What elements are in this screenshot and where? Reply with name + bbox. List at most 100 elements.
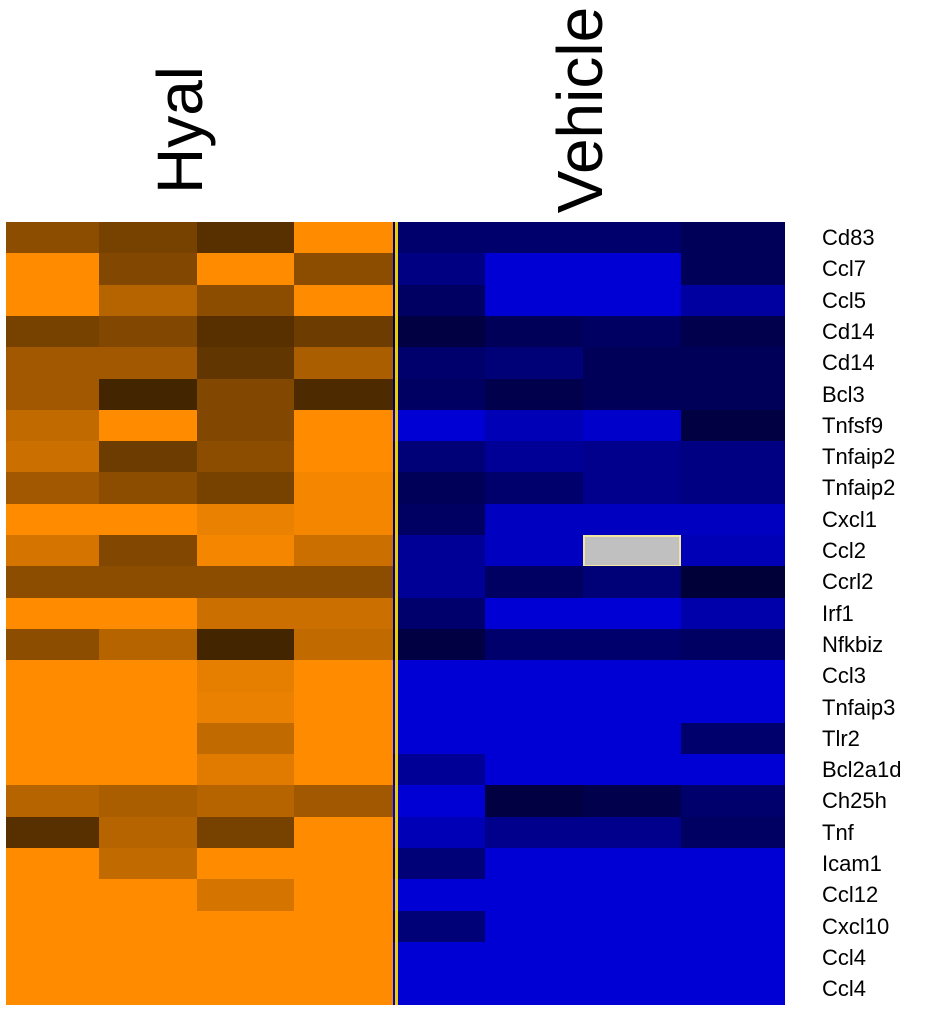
heatmap-cell-ccl7-1-6 [583, 253, 681, 286]
heatmap-cell-ch25h-18-4 [393, 785, 485, 818]
row-label-irf1: Irf1 [822, 600, 854, 626]
heatmap-cell-ccrl2-11-2 [197, 566, 294, 599]
heatmap-cell-ch25h-18-5 [485, 785, 583, 818]
heatmap-cell-nfkbiz-13-5 [485, 628, 583, 661]
heatmap-cell-bcl3-5-5 [485, 378, 583, 411]
heatmap-cell-ccl7-1-5 [485, 253, 583, 286]
heatmap-cell-cd14-4-6 [583, 347, 681, 379]
heatmap-cell-icam1-20-3 [294, 848, 393, 880]
heatmap-cell-ccl12-21-4 [393, 879, 485, 912]
row-label-cxcl1: Cxcl1 [822, 506, 878, 532]
heatmap-cell-tnfaip2-8-7 [681, 472, 785, 505]
heatmap-cell-icam1-20-4 [393, 848, 485, 880]
heatmap-cell-ch25h-18-1 [99, 785, 197, 818]
heatmap-cell-bcl2a1d-17-4 [393, 754, 485, 786]
heatmap-cell-bcl2a1d-17-7 [681, 754, 785, 786]
heatmap-cell-bcl2a1d-17-2 [197, 754, 294, 786]
heatmap-cell-tnfsf9-6-0 [6, 409, 99, 442]
heatmap-cell-cd14-4-7 [681, 347, 785, 379]
heatmap-cell-ccl12-21-3 [294, 879, 393, 912]
heatmap-cell-nfkbiz-13-1 [99, 628, 197, 661]
row-label-ch25h: Ch25h [822, 788, 887, 814]
heatmap-cell-irf1-12-1 [99, 597, 197, 630]
heatmap-cell-tlr2-16-1 [99, 722, 197, 755]
row-label-nfkbiz: Nfkbiz [822, 631, 884, 657]
heatmap-cell-ccl3-14-4 [393, 660, 485, 692]
heatmap-cell-ccl4-23-1 [99, 941, 197, 974]
heatmap-cell-bcl2a1d-17-5 [485, 754, 583, 786]
heatmap-cell-tlr2-16-3 [294, 722, 393, 755]
row-label-bcl3: Bcl3 [822, 381, 865, 407]
row-label-cxcl10: Cxcl10 [822, 913, 890, 939]
heatmap-cell-ccl3-14-3 [294, 660, 393, 692]
heatmap-cell-tlr2-16-2 [197, 722, 294, 755]
heatmap-cell-ch25h-18-0 [6, 785, 99, 818]
heatmap-cell-tnfaip2-8-0 [6, 472, 99, 505]
row-label-ccl4: Ccl4 [822, 944, 867, 970]
heatmap-cell-nfkbiz-13-0 [6, 628, 99, 661]
heatmap-cell-ccrl2-11-1 [99, 566, 197, 599]
heatmap-cell-tnf-19-7 [681, 816, 785, 849]
heatmap-cell-ch25h-18-6 [583, 785, 681, 818]
heatmap-cell-irf1-12-0 [6, 597, 99, 630]
heatmap-cell-cd14-3-1 [99, 315, 197, 348]
heatmap-cell-cd14-4-2 [197, 347, 294, 379]
heatmap-cell-ccl5-2-7 [681, 284, 785, 317]
heatmap-cell-ccl12-21-5 [485, 879, 583, 912]
heatmap-cell-cd14-4-0 [6, 347, 99, 379]
heatmap-cell-cxcl10-22-4 [393, 910, 485, 943]
heatmap-cell-ccl4-23-7 [681, 941, 785, 974]
heatmap-cell-irf1-12-2 [197, 597, 294, 630]
heatmap-cell-tnfaip3-15-5 [485, 691, 583, 724]
heatmap-cell-cxcl1-9-5 [485, 503, 583, 536]
heatmap-cell-tnfsf9-6-2 [197, 409, 294, 442]
heatmap-cell-ccl7-1-4 [393, 253, 485, 286]
heatmap-cell-cd14-3-0 [6, 315, 99, 348]
heatmap-cell-ccl7-1-3 [294, 253, 393, 286]
heatmap-cell-tnfaip3-15-1 [99, 691, 197, 724]
heatmap-cell-cd83-0-0 [6, 222, 99, 254]
heatmap-cell-cxcl1-9-4 [393, 503, 485, 536]
row-label-bcl2a1d: Bcl2a1d [822, 757, 902, 783]
heatmap-cell-ccl3-14-1 [99, 660, 197, 692]
heatmap-cell-icam1-20-5 [485, 848, 583, 880]
heatmap-cell-cd14-3-7 [681, 315, 785, 348]
heatmap-cell-ch25h-18-7 [681, 785, 785, 818]
heatmap-cell-tnf-19-6 [583, 816, 681, 849]
heatmap-cell-tnfsf9-6-4 [393, 409, 485, 442]
heatmap-cell-tnfaip2-7-2 [197, 441, 294, 473]
heatmap-cell-cd83-0-3 [294, 222, 393, 254]
heatmap-cell-cd14-3-3 [294, 315, 393, 348]
heatmap-cell-cxcl1-9-1 [99, 503, 197, 536]
group-divider [395, 222, 398, 1005]
row-label-tlr2: Tlr2 [822, 725, 860, 751]
heatmap-cell-tlr2-16-4 [393, 722, 485, 755]
heatmap-cell-tnfaip3-15-3 [294, 691, 393, 724]
column-group-label-hyal: Hyal [144, 65, 216, 195]
heatmap-cell-irf1-12-5 [485, 597, 583, 630]
heatmap-cell-tnfaip2-7-7 [681, 441, 785, 473]
heatmap-cell-tnfaip2-7-3 [294, 441, 393, 473]
heatmap-cell-nfkbiz-13-2 [197, 628, 294, 661]
column-group-label-vehicle: Vehicle [544, 6, 616, 214]
row-label-tnfaip3: Tnfaip3 [822, 694, 896, 720]
heatmap-cell-tnfaip3-15-7 [681, 691, 785, 724]
heatmap-cell-ccl3-14-5 [485, 660, 583, 692]
heatmap-cell-cxcl10-22-5 [485, 910, 583, 943]
heatmap-cell-ccl2-10-4 [393, 535, 485, 567]
heatmap-cell-tnfsf9-6-1 [99, 409, 197, 442]
row-label-cd83: Cd83 [822, 225, 875, 250]
heatmap-cell-tnfaip2-8-5 [485, 472, 583, 505]
heatmap-cell-tnfaip2-7-4 [393, 441, 485, 473]
heatmap-cell-cd83-0-5 [485, 222, 583, 254]
heatmap-cell-ccl12-21-1 [99, 879, 197, 912]
heatmap-cell-ccl12-21-2 [197, 879, 294, 912]
heatmap-cell-bcl3-5-4 [393, 378, 485, 411]
heatmap-cell-ccl5-2-3 [294, 284, 393, 317]
heatmap-cell-tnf-19-0 [6, 816, 99, 849]
heatmap-cell-bcl2a1d-17-1 [99, 754, 197, 786]
heatmap-cell-ccl4-24-6 [583, 973, 681, 1005]
heatmap-cell-cd14-4-3 [294, 347, 393, 379]
heatmap-cell-tlr2-16-0 [6, 722, 99, 755]
heatmap-cell-icam1-20-0 [6, 848, 99, 880]
